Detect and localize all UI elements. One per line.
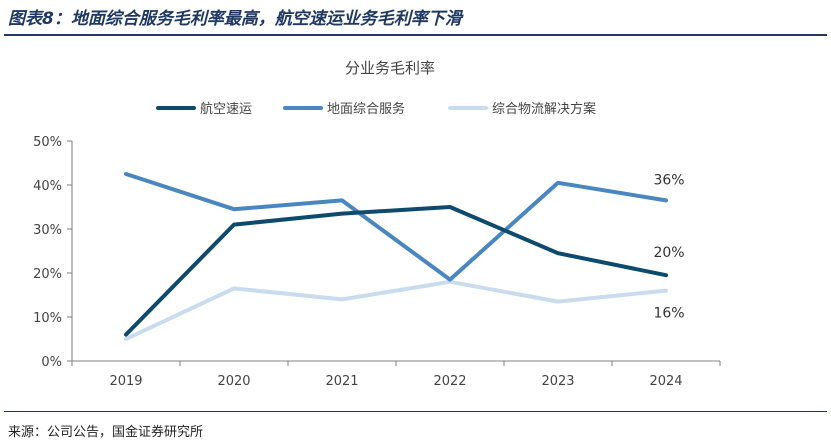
series-line-2 [124,279,668,341]
y-tick-label: 20% [33,267,62,282]
chart-axes: 0% 10% 20% 30% 40% 50% 2019 2020 2021 2022 2023 202… [33,135,721,389]
y-tick-label: 30% [33,223,62,238]
y-tick-label: 0% [41,355,62,370]
series-line-1 [124,172,668,282]
top-divider [4,34,827,36]
chart-annotations: 36% 20% 16% [653,172,684,321]
data-label: 36% [653,172,684,188]
data-label: 16% [653,306,684,322]
x-tick-label: 2020 [217,374,250,389]
series-line-0 [124,205,668,337]
chart-series [124,172,668,341]
chart-legend: 航空速运 地面综合服务 综合物流解决方案 [156,101,596,117]
source-note: 来源：公司公告，国金证券研究所 [8,425,204,440]
y-tick-label: 40% [33,179,62,194]
y-tick-label: 50% [33,135,62,150]
x-tick-label: 2021 [325,374,358,389]
legend-label-2: 综合物流解决方案 [492,101,596,117]
legend-label-1: 地面综合服务 [327,101,405,117]
x-tick-label: 2023 [541,374,574,389]
x-tick-label: 2022 [433,374,466,389]
y-tick-label: 10% [33,311,62,326]
data-label: 20% [653,245,684,261]
x-tick-label: 2024 [649,374,682,389]
figure-title: 图表8：地面综合服务毛利率最高，航空速运业务毛利率下滑 [8,9,462,29]
legend-label-0: 航空速运 [200,101,252,117]
x-tick-label: 2019 [109,374,142,389]
bottom-divider [4,411,827,412]
chart-title: 分业务毛利率 [345,59,435,77]
